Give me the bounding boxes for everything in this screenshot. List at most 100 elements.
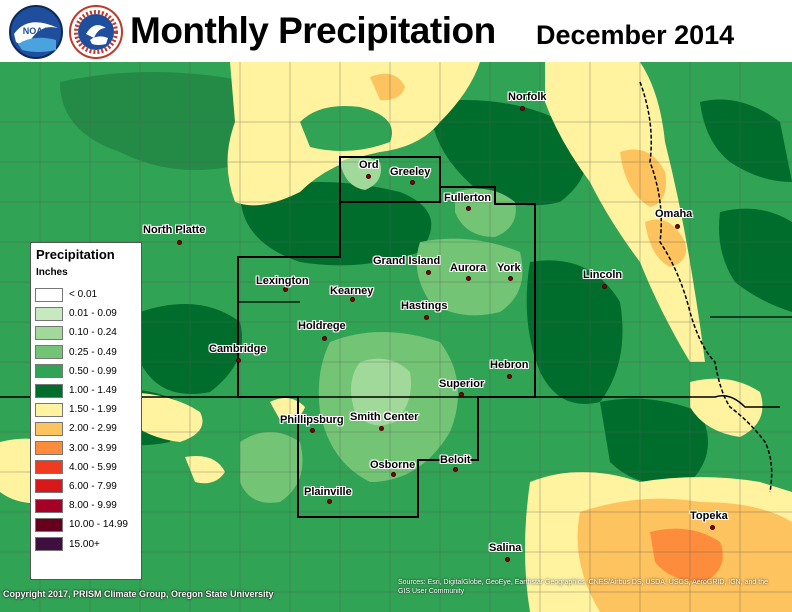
legend-item: 10.00 - 14.99 (35, 515, 128, 534)
city-marker (675, 224, 680, 229)
city-marker (366, 174, 371, 179)
precipitation-map (0, 62, 792, 612)
legend-swatch (35, 383, 63, 398)
city-label-lincoln: Lincoln (583, 269, 623, 281)
city-label-beloit: Beloit (440, 454, 471, 466)
legend-swatch (35, 345, 63, 360)
legend-swatch (35, 460, 63, 475)
legend-label: 8.00 - 9.99 (69, 500, 117, 512)
legend-units: Inches (36, 267, 68, 278)
city-marker (410, 180, 415, 185)
city-label-omaha: Omaha (655, 208, 693, 220)
legend-label: 4.00 - 5.99 (69, 461, 117, 473)
city-label-lexington: Lexington (256, 275, 309, 287)
header: NOAA Monthly Precipitation December 2014 (0, 0, 792, 62)
city-label-norfolk: Norfolk (508, 91, 547, 103)
legend-swatch (35, 421, 63, 436)
city-label-fullerton: Fullerton (444, 192, 492, 204)
city-marker (602, 284, 607, 289)
city-marker (327, 499, 332, 504)
legend-item: 0.01 - 0.09 (35, 304, 128, 323)
city-marker (710, 525, 715, 530)
legend-label: < 0.01 (69, 289, 98, 301)
city-label-york: York (497, 262, 521, 274)
city-marker (424, 315, 429, 320)
legend-label: 3.00 - 3.99 (69, 442, 117, 454)
legend-label: 1.00 - 1.49 (69, 385, 117, 397)
legend-item: 4.00 - 5.99 (35, 458, 128, 477)
city-label-hastings: Hastings (401, 300, 448, 312)
noaa-logo-text: NOAA (23, 26, 50, 36)
city-marker (466, 276, 471, 281)
map-date: December 2014 (536, 20, 735, 50)
legend-label: 10.00 - 14.99 (69, 519, 128, 531)
legend-label: 0.01 - 0.09 (69, 308, 117, 320)
city-marker (505, 557, 510, 562)
city-label-aurora: Aurora (450, 262, 487, 274)
legend-swatch (35, 364, 63, 379)
forecast-area-boundary (237, 156, 536, 518)
legend: Precipitation Inches < 0.01 0.01 - 0.09 … (30, 242, 142, 580)
city-label-plainville: Plainville (304, 486, 352, 498)
city-label-osborne: Osborne (370, 459, 416, 471)
map-sources-text: Sources: Esri, DigitalGlobe, GeoEye, Ear… (398, 579, 768, 595)
city-label-ord: Ord (359, 159, 379, 171)
city-marker (508, 276, 513, 281)
legend-item: 6.00 - 7.99 (35, 477, 128, 496)
city-marker (426, 270, 431, 275)
city-marker (283, 287, 288, 292)
city-label-greeley: Greeley (390, 166, 431, 178)
legend-items: < 0.01 0.01 - 0.09 0.10 - 0.24 0.25 - 0.… (35, 285, 128, 554)
legend-item: 0.50 - 0.99 (35, 362, 128, 381)
city-label-cambridge: Cambridge (209, 343, 267, 355)
missouri-river-boundary (639, 81, 773, 493)
copyright-text: Copyright 2017, PRISM Climate Group, Ore… (3, 589, 274, 599)
legend-label: 0.50 - 0.99 (69, 365, 117, 377)
legend-swatch (35, 441, 63, 456)
city-marker (459, 392, 464, 397)
legend-swatch (35, 287, 63, 302)
city-marker (379, 426, 384, 431)
city-marker (466, 206, 471, 211)
legend-item: 2.00 - 2.99 (35, 419, 128, 438)
city-marker (310, 428, 315, 433)
city-label-hebron: Hebron (490, 359, 529, 371)
city-label-phillipsburg: Phillipsburg (280, 414, 344, 426)
city-marker (322, 336, 327, 341)
city-marker (507, 374, 512, 379)
state-boundary-ne-ks (0, 395, 780, 408)
legend-item: 1.50 - 1.99 (35, 400, 128, 419)
city-label-smith-center: Smith Center (350, 411, 419, 423)
legend-swatch (35, 498, 63, 513)
legend-item: < 0.01 (35, 285, 128, 304)
legend-label: 1.50 - 1.99 (69, 404, 117, 416)
city-marker (177, 240, 182, 245)
legend-label: 15.00+ (69, 538, 100, 550)
city-label-north-platte: North Platte (143, 224, 206, 236)
legend-swatch (35, 402, 63, 417)
city-label-superior: Superior (439, 378, 485, 390)
legend-label: 6.00 - 7.99 (69, 480, 117, 492)
map-title: Monthly Precipitation (130, 10, 496, 51)
nws-logo-icon (69, 5, 123, 59)
city-label-salina: Salina (489, 542, 522, 554)
city-marker (391, 472, 396, 477)
legend-swatch (35, 517, 63, 532)
legend-item: 1.00 - 1.49 (35, 381, 128, 400)
legend-title: Precipitation (36, 247, 115, 262)
city-marker (236, 358, 241, 363)
legend-item: 0.10 - 0.24 (35, 323, 128, 342)
city-label-topeka: Topeka (690, 510, 728, 522)
legend-item: 3.00 - 3.99 (35, 439, 128, 458)
city-label-grand-island: Grand Island (373, 255, 441, 267)
legend-swatch (35, 479, 63, 494)
noaa-logo-icon: NOAA (9, 5, 63, 59)
city-label-holdrege: Holdrege (298, 320, 346, 332)
legend-item: 8.00 - 9.99 (35, 496, 128, 515)
legend-label: 0.10 - 0.24 (69, 327, 117, 339)
legend-swatch (35, 306, 63, 321)
city-label-kearney: Kearney (330, 285, 374, 297)
legend-swatch (35, 537, 63, 552)
city-marker (453, 467, 458, 472)
legend-label: 2.00 - 2.99 (69, 423, 117, 435)
